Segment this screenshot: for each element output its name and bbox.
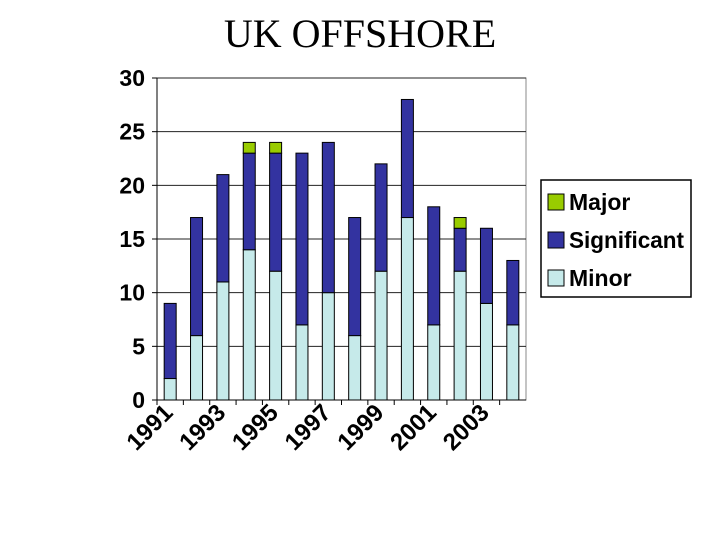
y-tick-label: 20 bbox=[119, 172, 145, 198]
bar-significant-1999 bbox=[374, 163, 388, 272]
bar-minor-1996 bbox=[295, 324, 309, 401]
x-tick-label: 2003 bbox=[438, 399, 495, 456]
y-tick-label: 10 bbox=[119, 280, 145, 306]
bar-minor-1997 bbox=[321, 292, 335, 401]
x-tick-label: 1993 bbox=[174, 399, 231, 456]
y-tick-label: 30 bbox=[119, 65, 145, 91]
y-tick-label: 0 bbox=[132, 387, 145, 413]
bar-significant-2001 bbox=[427, 206, 441, 326]
bar-significant-2003 bbox=[479, 227, 493, 304]
bar-significant-1992 bbox=[190, 217, 204, 337]
x-tick-label: 2001 bbox=[385, 399, 442, 456]
bar-significant-1995 bbox=[269, 152, 283, 272]
chart-title: UK OFFSHORE bbox=[223, 11, 497, 56]
y-tick-label: 25 bbox=[119, 119, 145, 145]
bar-minor-1992 bbox=[190, 335, 204, 401]
legend-label-significant: Significant bbox=[569, 227, 684, 253]
bar-significant-1993 bbox=[216, 174, 230, 283]
bars bbox=[163, 98, 520, 401]
legend-swatch-major bbox=[547, 193, 565, 211]
bar-significant-1996 bbox=[295, 152, 309, 326]
bar-major-2002 bbox=[453, 217, 467, 229]
x-tick-label: 1991 bbox=[122, 399, 179, 456]
bar-significant-1998 bbox=[348, 217, 362, 337]
legend-swatch-significant bbox=[547, 231, 565, 249]
x-tick-label: 1995 bbox=[227, 399, 284, 456]
bar-significant-2002 bbox=[453, 227, 467, 272]
legend: Major Significant Minor bbox=[540, 179, 692, 298]
x-tick-label: 1999 bbox=[332, 399, 389, 456]
legend-label-minor: Minor bbox=[569, 265, 632, 291]
bar-minor-2001 bbox=[427, 324, 441, 401]
bar-minor-1998 bbox=[348, 335, 362, 401]
bar-minor-2002 bbox=[453, 270, 467, 401]
bar-minor-1994 bbox=[242, 249, 256, 401]
bar-minor-2000 bbox=[400, 217, 414, 401]
gridlines bbox=[156, 77, 527, 401]
bar-minor-2004 bbox=[506, 324, 520, 401]
bar-major-1994 bbox=[242, 141, 256, 154]
bar-significant-2000 bbox=[400, 98, 414, 219]
bar-significant-1997 bbox=[321, 141, 335, 294]
bar-significant-1994 bbox=[242, 152, 256, 251]
bar-minor-1993 bbox=[216, 281, 230, 401]
bar-minor-1991 bbox=[163, 378, 177, 401]
bar-minor-2003 bbox=[479, 302, 493, 401]
bar-minor-1995 bbox=[269, 270, 283, 401]
y-tick-label: 15 bbox=[119, 226, 145, 252]
legend-swatch-minor bbox=[547, 269, 565, 287]
bar-significant-1991 bbox=[163, 302, 177, 380]
bar-significant-2004 bbox=[506, 259, 520, 326]
legend-label-major: Major bbox=[569, 189, 630, 215]
x-tick-label: 1997 bbox=[280, 399, 337, 456]
bar-minor-1999 bbox=[374, 270, 388, 401]
legend-box bbox=[540, 179, 692, 298]
bar-major-1995 bbox=[269, 141, 283, 154]
y-tick-label: 5 bbox=[132, 333, 145, 359]
